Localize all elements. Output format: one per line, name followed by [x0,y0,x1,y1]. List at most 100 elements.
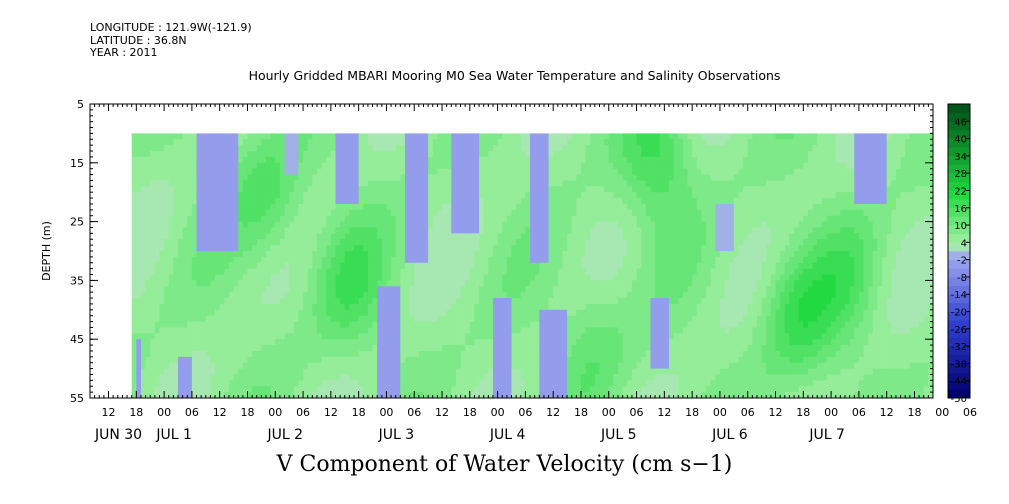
heatmap-cell [400,162,406,170]
heatmap-cell [386,321,392,328]
heatmap-cell [275,180,281,187]
heatmap-cell [150,368,156,375]
heatmap-cell [201,280,207,287]
heatmap-cell [631,298,637,305]
heatmap-cell [455,339,461,346]
heatmap-cell [159,268,165,275]
heatmap-cell [289,339,295,346]
heatmap-cell [358,386,364,393]
heatmap-cell [497,268,503,275]
heatmap-cell [275,292,281,299]
heatmap-cell [247,174,253,181]
heatmap-cell [590,362,596,369]
heatmap-cell [372,315,378,322]
heatmap-cell [372,145,378,152]
heatmap-cell [442,215,448,222]
heatmap-cell [571,133,577,140]
heatmap-cell [349,245,355,252]
heatmap-cell [590,156,596,164]
heatmap-cell [636,215,642,222]
heatmap-cell [164,233,170,240]
heatmap-cell [381,133,387,140]
heatmap-cell [228,321,234,328]
heatmap-cell [455,350,461,358]
heatmap-cell [479,292,485,299]
heatmap-cell [483,356,489,364]
heatmap-cell [293,209,299,217]
heatmap-cell [516,386,522,393]
heatmap-cell [580,339,587,346]
heatmap-cell [571,139,577,146]
heatmap-cell [224,298,230,305]
heatmap-cell [173,221,179,228]
heatmap-cell [567,156,573,164]
heatmap-cell [409,203,415,211]
heatmap-cell [516,251,522,258]
heatmap-cell [562,174,568,181]
heatmap-cell [321,198,327,205]
heatmap-cell [580,345,587,352]
heatmap-cell [488,362,494,369]
heatmap-cell [196,309,202,317]
heatmap-cell [303,186,309,193]
heatmap-cell [316,286,322,293]
heatmap-cell [187,151,193,158]
heatmap-cell [571,309,577,317]
heatmap-cell [266,374,272,381]
heatmap-cell [261,280,267,287]
heatmap-cell [228,315,234,322]
heatmap-cell [164,339,170,346]
heatmap-cell [557,374,563,381]
heatmap-cell [303,151,309,158]
heatmap-cell [224,145,230,152]
heatmap-cell [131,192,137,199]
heatmap-cell [321,192,327,199]
heatmap-cell [567,268,573,275]
heatmap-cell [636,151,642,158]
heatmap-cell [511,374,517,381]
heatmap-cell [428,174,434,181]
heatmap-cell [173,215,179,222]
heatmap-cell [488,286,494,293]
heatmap-cell [224,386,230,393]
heatmap-cell [386,203,392,211]
heatmap-cell [613,209,619,217]
heatmap-cell [252,174,258,181]
heatmap-cell [150,339,156,346]
heatmap-cell [354,156,360,164]
heatmap-cell [201,133,207,140]
heatmap-cell [252,245,258,252]
heatmap-cell [641,209,647,217]
heatmap-cell [307,245,313,252]
heatmap-cell [377,292,383,299]
heatmap-cell [173,303,179,311]
heatmap-cell [279,350,285,358]
heatmap-cell [140,198,146,205]
heatmap-cell [293,368,299,375]
heatmap-cell [372,151,378,158]
heatmap-cell [432,339,438,346]
heatmap-cell [506,386,512,393]
heatmap-cell [247,362,253,369]
heatmap-cell [381,186,387,193]
heatmap-cell [131,221,137,228]
heatmap-cell [210,156,216,164]
heatmap-cell [284,392,290,399]
heatmap-cell [525,309,531,317]
heatmap-cell [215,315,221,322]
heatmap-cell [242,174,248,181]
heatmap-cell [354,145,360,152]
heatmap-cell [182,274,188,281]
heatmap-cell [442,221,448,228]
heatmap-cell [506,180,512,187]
heatmap-cell [363,374,369,381]
heatmap-cell [608,162,614,170]
heatmap-cell [502,315,508,322]
heatmap-cell [525,368,531,375]
heatmap-cell [247,180,253,187]
heatmap-cell [580,380,587,387]
heatmap-cell [446,350,452,358]
heatmap-cell [465,251,471,258]
heatmap-cell [418,192,424,199]
heatmap-cell [256,174,262,181]
